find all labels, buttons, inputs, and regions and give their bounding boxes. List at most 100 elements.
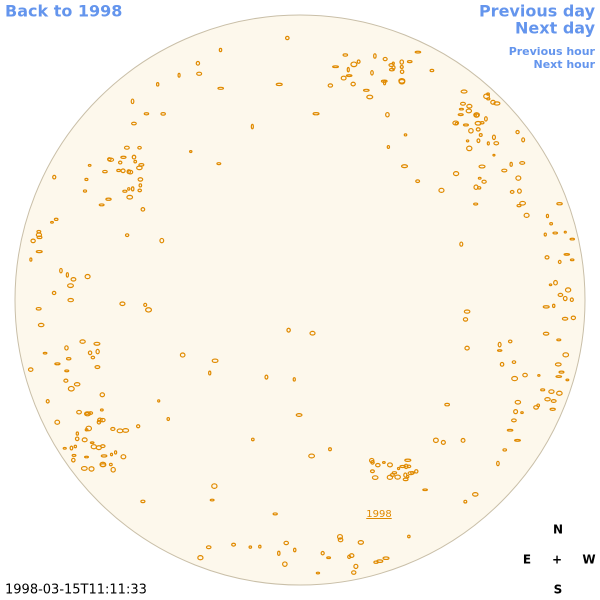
contour [130, 98, 135, 105]
contour [468, 127, 474, 134]
contour [67, 297, 75, 303]
contour [89, 441, 95, 445]
contour [350, 61, 358, 68]
contour [342, 53, 349, 57]
contour [140, 207, 146, 212]
contour [90, 444, 98, 450]
contour [472, 492, 479, 497]
contour [195, 60, 201, 66]
contour [545, 213, 550, 219]
next-hour-link[interactable]: Next hour [534, 58, 596, 71]
contour [376, 559, 384, 563]
contour [102, 169, 108, 174]
contour [211, 358, 219, 364]
contour [105, 197, 112, 201]
contour [81, 437, 88, 443]
contour [166, 416, 171, 422]
contour [394, 474, 401, 480]
contour [53, 217, 59, 222]
year-link[interactable]: 1998 [366, 509, 391, 520]
contour [160, 112, 166, 116]
contour [386, 462, 393, 468]
contour [561, 316, 569, 321]
previous-hour-link[interactable]: Previous hour [509, 45, 596, 58]
contour [399, 59, 405, 65]
contour [465, 108, 473, 114]
contour [493, 101, 501, 106]
contour [499, 361, 505, 367]
contour [415, 179, 421, 184]
contour [110, 426, 116, 432]
contour [422, 488, 428, 492]
contour [491, 134, 497, 141]
contour [108, 462, 113, 467]
contour [286, 327, 291, 333]
contour [523, 212, 530, 218]
contour [473, 184, 479, 190]
contour [410, 470, 415, 475]
contour [138, 183, 143, 188]
contour [544, 255, 550, 260]
contour [340, 75, 347, 81]
contour [131, 154, 137, 160]
contour [209, 498, 215, 502]
contour [463, 499, 468, 504]
contour [35, 232, 43, 238]
contour [366, 94, 374, 100]
contour [127, 187, 131, 191]
contour [457, 113, 464, 117]
contour [27, 367, 34, 372]
contour [87, 163, 92, 167]
contour [400, 164, 409, 169]
contour [399, 464, 407, 469]
contour [522, 372, 528, 378]
previous-day-link[interactable]: Previous day [479, 2, 596, 21]
contour [564, 287, 572, 293]
contour [570, 315, 577, 321]
contour [84, 428, 89, 432]
contour [216, 162, 222, 166]
contour [59, 267, 63, 274]
contour [452, 171, 460, 177]
contour [557, 292, 564, 298]
contour [157, 399, 161, 403]
contour [122, 428, 130, 433]
contour [466, 145, 473, 152]
contour [188, 149, 193, 154]
contour [473, 202, 479, 206]
contour [73, 382, 81, 387]
contour [563, 230, 567, 234]
contour [124, 233, 130, 238]
contour [362, 88, 370, 92]
contour [83, 455, 90, 459]
compass-west: W [582, 553, 595, 567]
contour [54, 419, 61, 425]
contour [29, 257, 33, 262]
solar-disk [14, 14, 586, 586]
contour [460, 89, 468, 94]
contour [544, 397, 551, 402]
contour [155, 82, 160, 87]
contour [196, 71, 203, 76]
contour [371, 475, 379, 481]
contour [177, 72, 181, 78]
back-link[interactable]: Back to 1998 [5, 2, 122, 21]
contour [67, 385, 75, 392]
contour [478, 133, 483, 137]
contour [548, 283, 553, 287]
contour [375, 462, 381, 468]
contour [486, 141, 490, 146]
contour [492, 153, 496, 157]
contour [533, 405, 540, 410]
contour [42, 351, 48, 355]
contour [96, 419, 102, 425]
contour [145, 307, 153, 313]
contour [123, 145, 130, 150]
contour [569, 237, 576, 241]
contour [90, 355, 96, 360]
next-day-link[interactable]: Next day [515, 19, 596, 38]
contour [138, 163, 145, 167]
contour [49, 220, 54, 224]
contour [388, 63, 395, 68]
